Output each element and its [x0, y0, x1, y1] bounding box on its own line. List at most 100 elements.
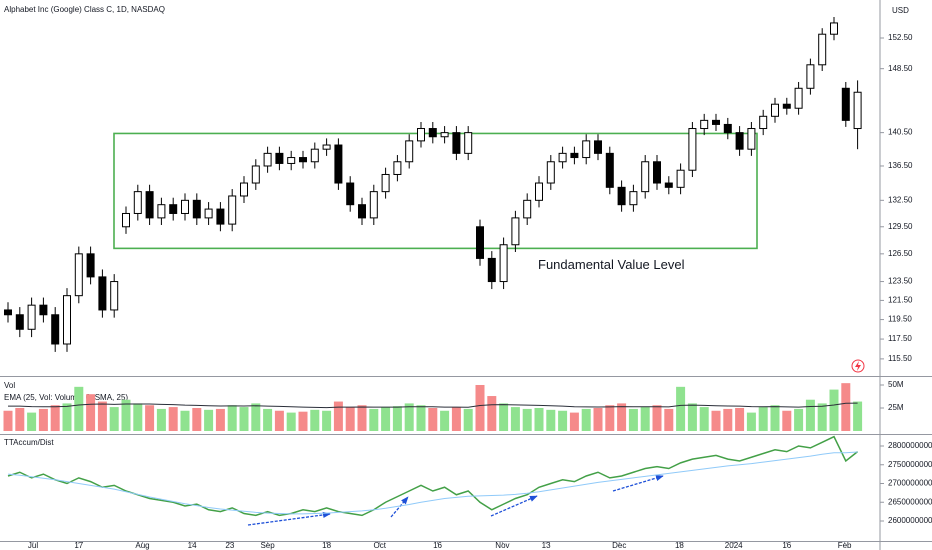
volume-bar: [263, 408, 273, 431]
y-tick-label: 2700000000.00: [888, 479, 932, 488]
volume-bar: [640, 407, 650, 431]
y-tick-label: 129.50: [888, 222, 913, 231]
volume-bar: [381, 407, 391, 431]
y-tick-label: 123.50: [888, 277, 913, 286]
volume-bar: [310, 409, 320, 431]
volume-bar: [723, 408, 733, 431]
volume-bar: [333, 401, 343, 431]
y-tick-label: 140.50: [888, 128, 913, 137]
candle-body: [629, 191, 638, 206]
candle-body: [346, 182, 355, 206]
volume-bar: [593, 407, 603, 431]
candle-body: [841, 87, 850, 121]
y-tick-label: 121.50: [888, 296, 913, 305]
candle-body: [381, 173, 390, 193]
x-tick-label: Sep: [260, 541, 275, 550]
x-tick-label: 2024: [725, 541, 743, 550]
candle-body: [605, 152, 614, 188]
candle-body: [145, 191, 154, 219]
x-tick-label: 16: [782, 541, 791, 550]
candle-body: [712, 119, 720, 125]
candle-body: [759, 115, 768, 130]
volume-bar: [652, 405, 662, 431]
annotation-text: Fundamental Value Level: [538, 257, 685, 272]
y-tick-label: 119.50: [888, 315, 912, 324]
candle-body: [499, 244, 508, 283]
volume-bar: [782, 410, 792, 431]
candle-body: [369, 191, 378, 219]
volume-bar: [227, 405, 237, 431]
volume-bar: [463, 408, 473, 431]
volume-bar: [770, 405, 780, 431]
candle-body: [535, 182, 543, 201]
indicator-label: EMA (25, Vol: Volume, 0, SMA, 25): [4, 393, 128, 402]
candle-body: [63, 295, 71, 345]
candle-body: [98, 276, 107, 311]
candle-body: [476, 226, 484, 259]
ema-line: [8, 402, 858, 409]
pane-label: TTAccum/Dist: [4, 438, 54, 447]
volume-bar: [86, 394, 96, 431]
candle-body: [653, 161, 661, 184]
candle-body: [511, 217, 520, 246]
candle-body: [617, 186, 626, 206]
candle-body: [830, 22, 838, 35]
candle-body: [4, 309, 12, 316]
volume-bar: [817, 403, 827, 431]
x-tick-label: Dec: [612, 541, 626, 550]
volume-bar: [440, 410, 450, 431]
chart-title: Alphabet Inc (Google) Class C, 1D, NASDA…: [4, 5, 165, 14]
volume-bar: [345, 407, 355, 431]
candle-body: [192, 199, 201, 219]
y-tick-label: 152.50: [888, 33, 913, 42]
x-tick-label: Nov: [495, 541, 509, 550]
volume-bar: [758, 407, 768, 431]
y-tick-label: 136.50: [888, 161, 913, 170]
volume-bar: [546, 409, 556, 431]
candle-body: [464, 132, 473, 154]
volume-bar: [558, 410, 568, 431]
volume-bar: [357, 405, 367, 431]
candle-body: [86, 253, 95, 278]
volume-bar: [510, 407, 520, 431]
x-tick-label: 23: [225, 541, 234, 550]
candle-body: [310, 148, 319, 163]
volume-bar: [38, 408, 48, 431]
y-tick-label: 2800000000.00: [888, 441, 932, 450]
alert-icon[interactable]: [851, 359, 865, 373]
volume-bar: [369, 408, 379, 431]
y-tick-label: 148.50: [888, 64, 913, 73]
candle-body: [263, 152, 272, 167]
x-tick-label: Aug: [135, 541, 149, 550]
candle-body: [782, 103, 791, 109]
trend-arrows: [247, 475, 664, 526]
y-tick-label: 50M: [888, 380, 904, 389]
y-tick-label: 117.50: [888, 334, 912, 343]
candle-body: [133, 191, 142, 214]
candle-body: [27, 304, 36, 330]
candle-body: [275, 152, 284, 164]
volume-bar: [428, 407, 438, 431]
candle-body: [51, 314, 60, 345]
volume-bar: [3, 410, 13, 431]
candle-body: [15, 314, 24, 330]
candle-body: [853, 91, 862, 130]
candle-body: [358, 204, 366, 219]
volume-bar: [322, 410, 332, 431]
volume-bar: [794, 408, 804, 431]
candle-body: [558, 152, 567, 163]
volume-bar: [133, 403, 143, 431]
accum-line: [7, 451, 858, 515]
candle-body: [688, 128, 697, 171]
volume-bar: [605, 405, 615, 431]
pane-label: Vol: [4, 381, 15, 390]
volume-bar: [534, 407, 544, 431]
candle-body: [181, 199, 189, 214]
x-tick-label: 18: [675, 541, 684, 550]
x-tick-label: Feb: [838, 541, 852, 550]
y-tick-label: 132.50: [888, 195, 913, 204]
candle-body: [240, 182, 248, 197]
y-tick-label: 2600000000.00: [888, 516, 932, 525]
volume-bar: [687, 403, 697, 431]
volume-bar: [829, 389, 839, 431]
